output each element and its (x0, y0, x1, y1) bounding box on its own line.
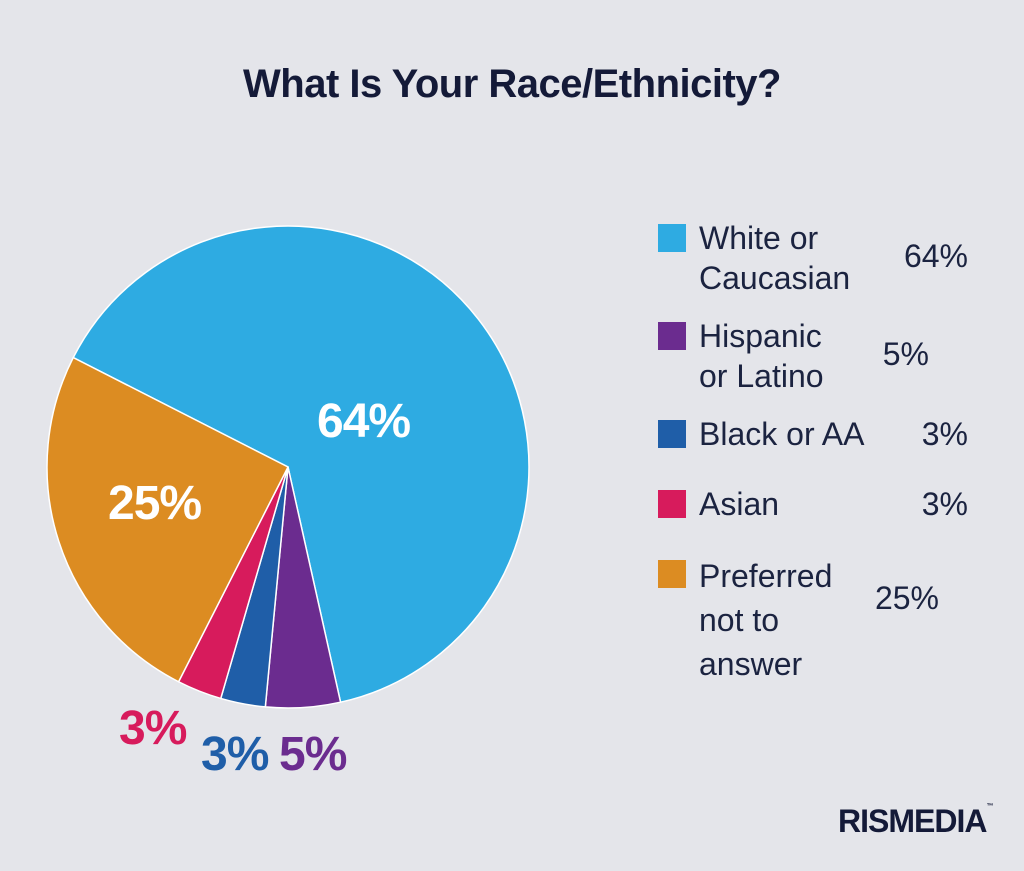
legend-swatch (658, 490, 686, 518)
legend-swatch (658, 560, 686, 588)
data-label-hispanic: 5% (279, 728, 347, 781)
legend-item-hispanic: Hispanic or Latino 5% (658, 316, 968, 396)
legend-value: 25% (874, 580, 939, 616)
data-label-asian: 3% (119, 702, 187, 755)
legend-label: Asian (699, 486, 780, 522)
data-label-preferred: 25% (108, 477, 202, 530)
legend-swatch (658, 420, 686, 448)
data-label-black: 3% (201, 728, 269, 781)
legend-value: 3% (921, 486, 968, 522)
legend-label: White or Caucasian (699, 220, 851, 296)
pie-slice-4 (46, 356, 290, 683)
logo-tm: ™ (986, 803, 993, 810)
legend-swatch (658, 322, 686, 350)
rismedia-logo: RISMEDIA™ (838, 803, 993, 840)
pie-slice-0 (72, 225, 530, 704)
logo-text: RISMEDIA (838, 803, 987, 839)
legend-item-black: Black or AA 3% (658, 414, 968, 454)
legend-value: 5% (882, 336, 929, 372)
legend-value: 3% (921, 416, 968, 452)
legend: White or Caucasian 64% Hispanic or Latin… (658, 218, 968, 686)
legend-item-asian: Asian 3% (658, 484, 968, 524)
legend-item-white: White or Caucasian 64% (658, 218, 968, 298)
legend-value: 64% (903, 238, 968, 274)
legend-item-preferred: Preferred not to answer 25% (658, 554, 968, 686)
chart-title: What Is Your Race/Ethnicity? (243, 62, 781, 106)
legend-label: Hispanic or Latino (699, 318, 824, 394)
legend-label: Preferred not to answer (699, 558, 833, 682)
legend-swatch (658, 224, 686, 252)
legend-label: Black or AA (699, 416, 865, 452)
data-label-white: 64% (317, 395, 411, 448)
